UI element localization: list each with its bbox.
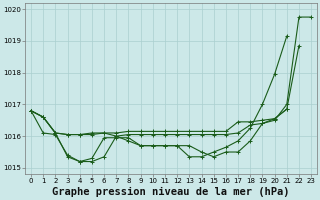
X-axis label: Graphe pression niveau de la mer (hPa): Graphe pression niveau de la mer (hPa) xyxy=(52,187,290,197)
